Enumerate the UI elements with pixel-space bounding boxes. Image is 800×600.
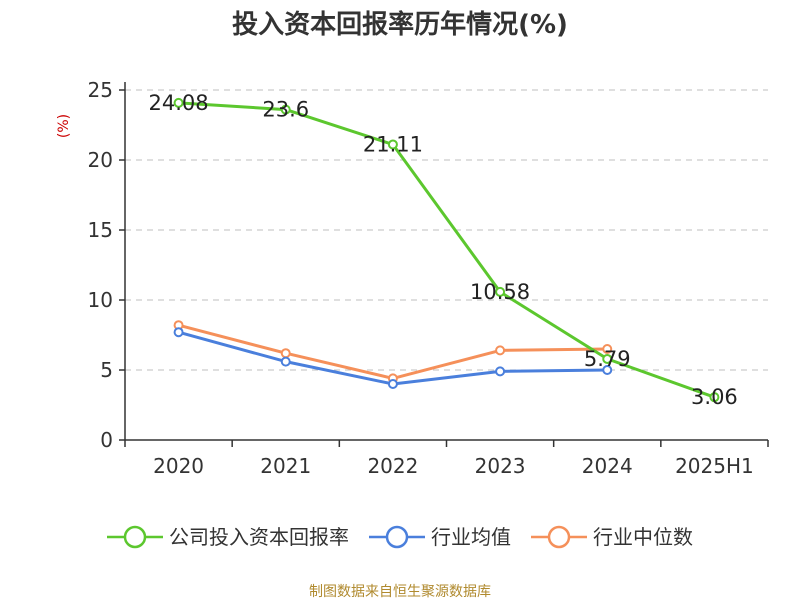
series-lines — [173, 97, 720, 403]
x-tick-label: 2021 — [260, 454, 311, 478]
data-label: 10.58 — [470, 280, 530, 304]
y-tick-label: 0 — [100, 428, 113, 452]
series-line-0 — [178, 101, 715, 399]
data-point — [602, 365, 613, 375]
data-point — [280, 356, 291, 367]
legend-marker — [385, 525, 409, 549]
data-label: 23.6 — [262, 98, 309, 122]
y-tick-label: 5 — [100, 358, 113, 382]
data-point — [387, 139, 398, 150]
legend-item-1: 行业均值 — [369, 525, 511, 549]
data-point — [173, 97, 184, 108]
axes: 0 5 10 15 20 25 2020 2021 2022 2023 2024 2025H1 — [88, 78, 769, 478]
legend-label: 行业中位数 — [593, 525, 693, 549]
data-point — [602, 353, 613, 364]
data-point — [709, 392, 720, 403]
legend-item-0: 公司投入资本回报率 — [107, 525, 349, 549]
x-tick-label: 2024 — [582, 454, 633, 478]
legend-marker — [547, 525, 571, 549]
legend-label: 公司投入资本回报率 — [169, 525, 349, 549]
y-axis-unit: (%) — [56, 114, 72, 138]
data-label: 24.08 — [149, 91, 209, 115]
y-tick-label: 25 — [88, 78, 113, 102]
data-label: 21.11 — [363, 132, 423, 156]
data-point — [280, 104, 291, 115]
legend-item-2: 行业中位数 — [531, 525, 693, 549]
legend-label: 行业均值 — [431, 525, 511, 549]
data-label: 5.79 — [584, 347, 631, 371]
y-tick-label: 10 — [88, 288, 113, 312]
x-tick-label: 2023 — [475, 454, 526, 478]
data-point — [495, 286, 506, 297]
data-point — [387, 379, 398, 389]
x-tick-label: 2025H1 — [675, 454, 754, 478]
data-point — [280, 348, 291, 359]
source-note: 制图数据来自恒生聚源数据库 — [309, 584, 491, 600]
data-point — [602, 344, 613, 354]
data-label: 3.06 — [691, 385, 738, 409]
legend-marker — [123, 525, 147, 549]
data-point — [173, 327, 184, 338]
y-tick-label: 15 — [88, 218, 113, 242]
y-tick-label: 20 — [88, 148, 113, 172]
x-tick-label: 2020 — [153, 454, 204, 478]
data-labels: 24.08 23.6 21.11 10.58 5.79 3.06 — [149, 91, 738, 409]
chart-title: 投入资本回报率历年情况(%) — [232, 9, 568, 40]
legend: 公司投入资本回报率 行业均值 行业中位数 — [107, 525, 693, 549]
x-tick-label: 2022 — [367, 454, 418, 478]
gridlines — [125, 89, 768, 371]
data-point — [495, 366, 506, 377]
data-point — [495, 345, 506, 356]
